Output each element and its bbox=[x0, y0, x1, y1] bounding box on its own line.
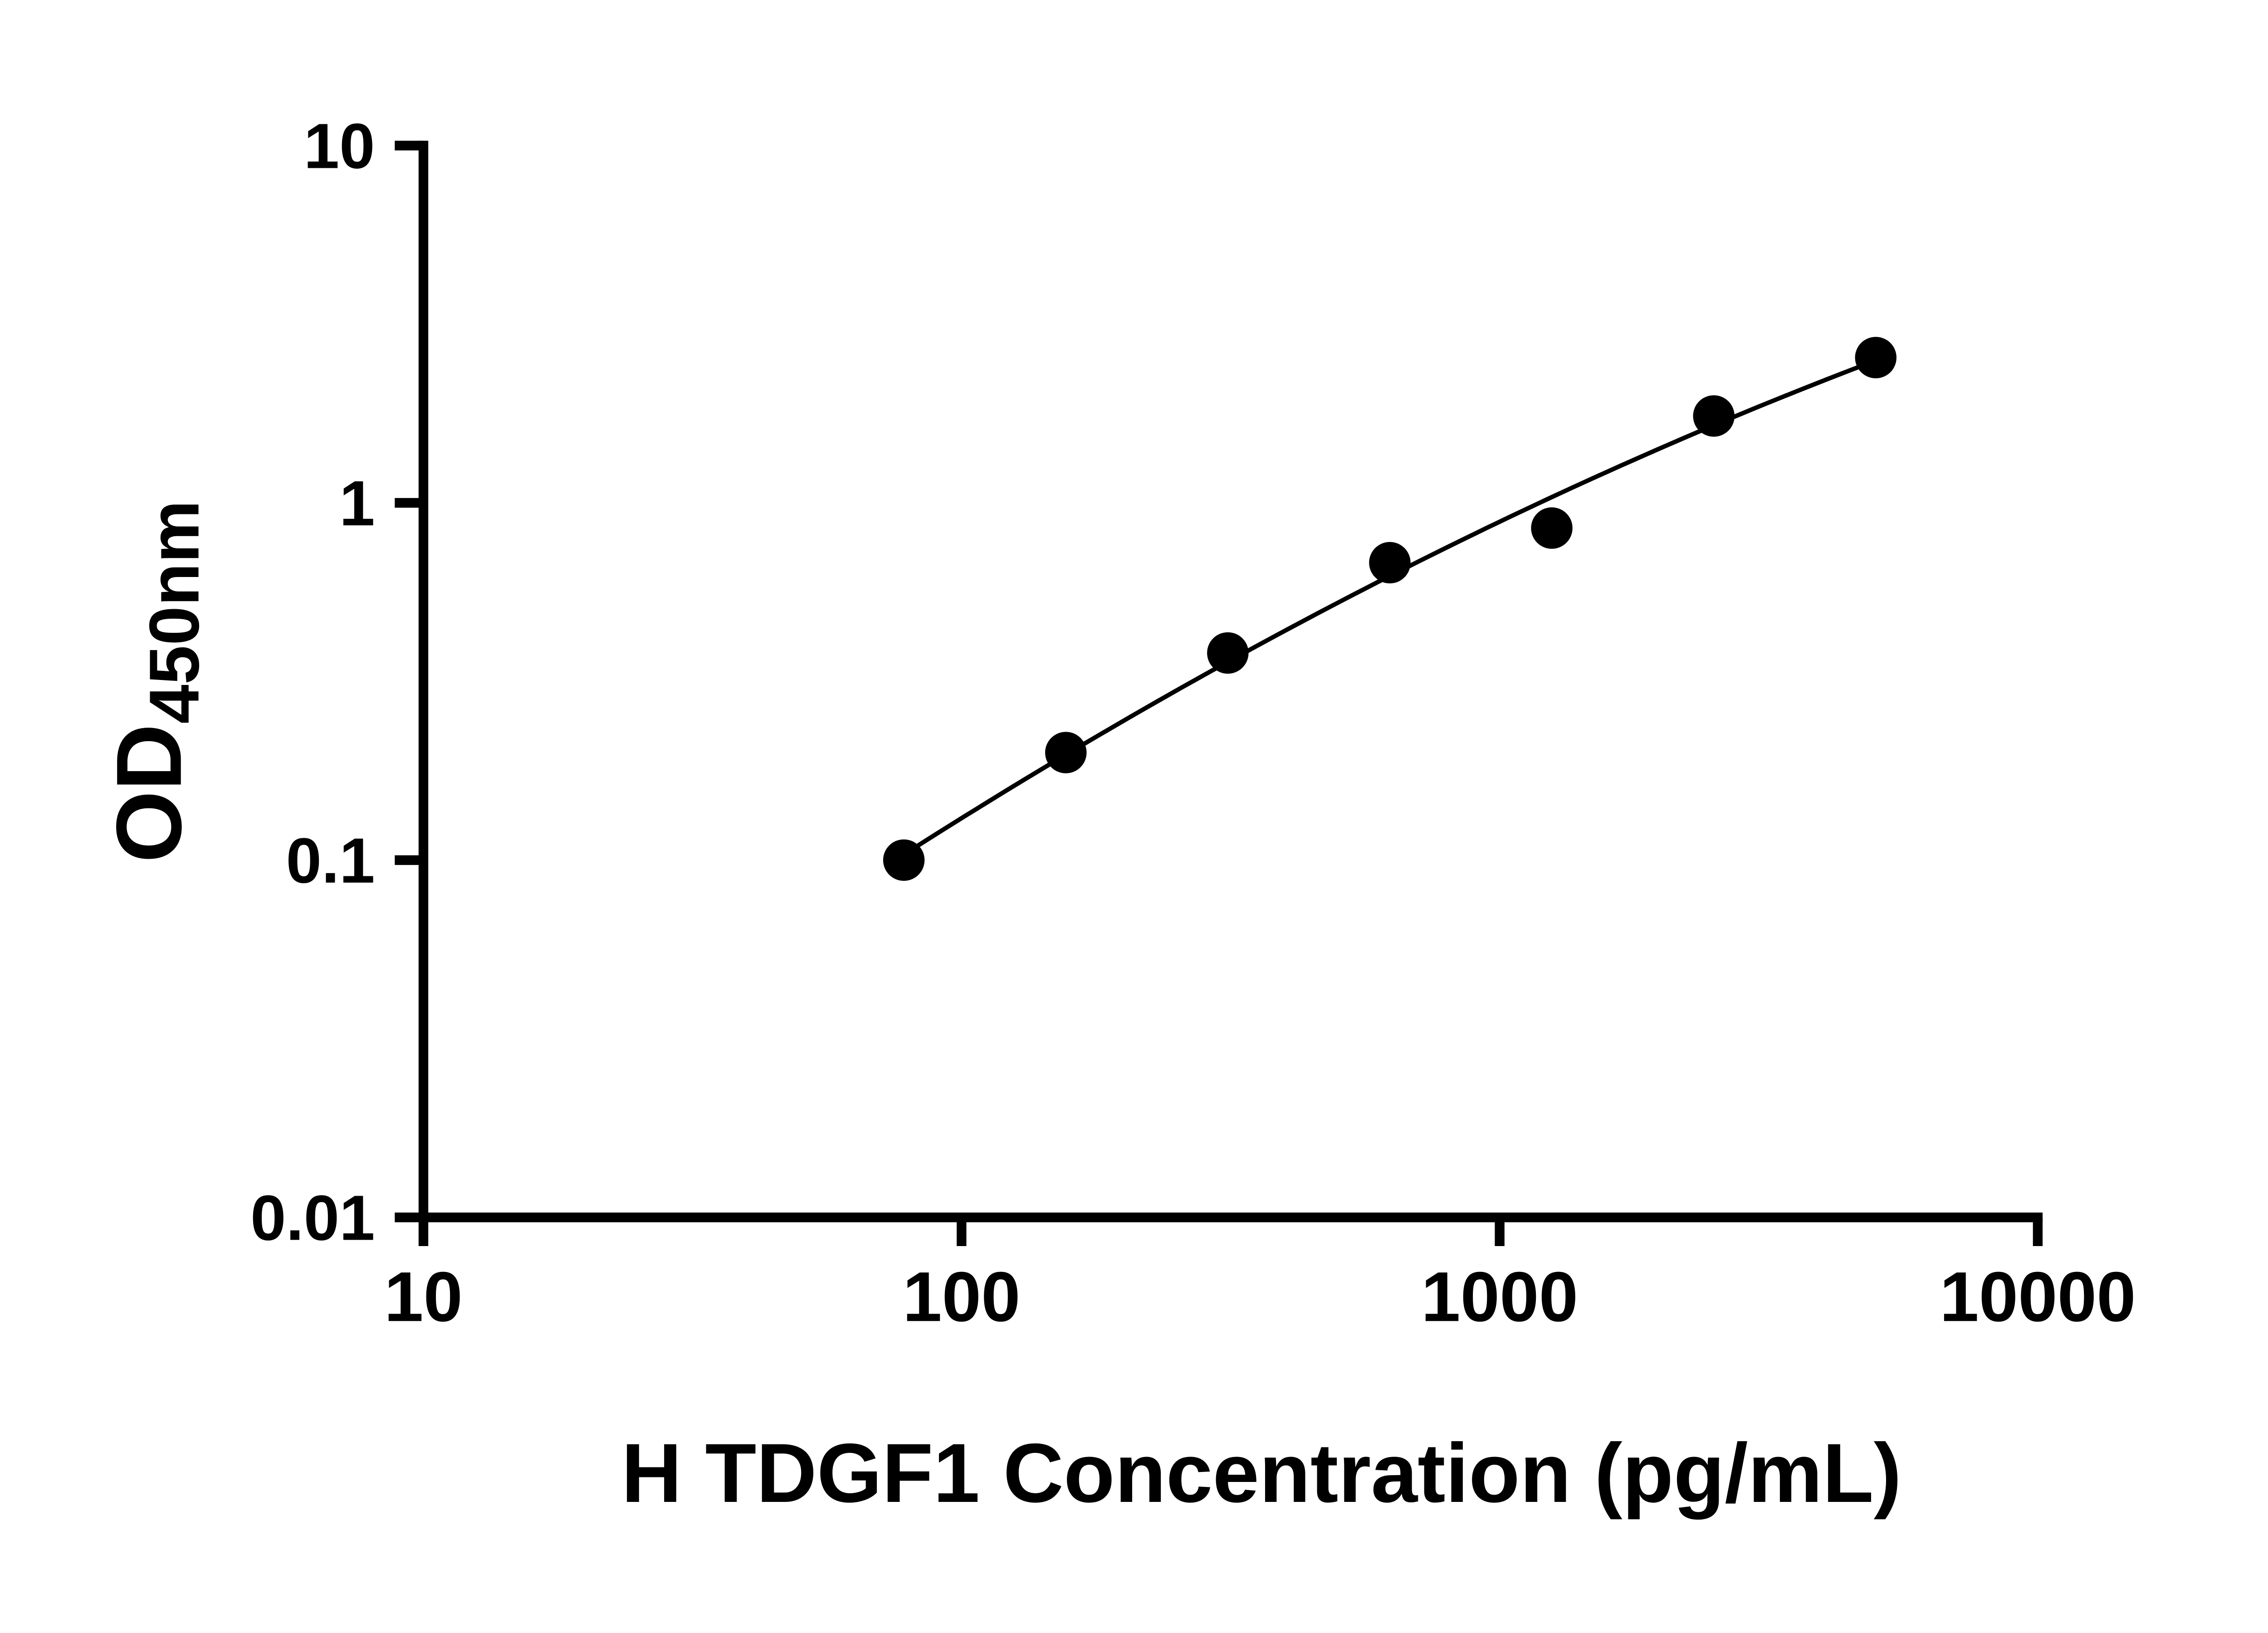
y-tick-label: 0.1 bbox=[286, 825, 375, 896]
data-point bbox=[1369, 542, 1411, 584]
y-axis-title-subscript: 450nm bbox=[135, 500, 214, 724]
x-tick-label: 10000 bbox=[1940, 1257, 2136, 1336]
x-tick-label: 1000 bbox=[1421, 1257, 1578, 1336]
y-axis-title: OD450nm bbox=[98, 500, 214, 863]
series-plot bbox=[883, 337, 1897, 881]
data-point bbox=[1855, 337, 1897, 379]
data-point bbox=[1207, 632, 1249, 674]
data-point bbox=[1531, 507, 1573, 549]
y-tick-label: 10 bbox=[304, 110, 375, 181]
elisa-standard-curve-chart: 10 1 0.1 0.01 10 100 1000 10000 H TDGF1 Concent… bbox=[0, 0, 2268, 1588]
data-point bbox=[1693, 395, 1735, 437]
y-tick-label: 1 bbox=[339, 467, 375, 539]
data-point bbox=[883, 839, 925, 881]
data-point bbox=[1045, 732, 1087, 773]
y-tick-label: 0.01 bbox=[250, 1182, 375, 1253]
x-axis-title: H TDGF1 Concentration (pg/mL) bbox=[621, 1427, 1901, 1520]
chart-background bbox=[0, 0, 2268, 1588]
x-tick-label: 10 bbox=[384, 1257, 463, 1336]
x-tick-label: 100 bbox=[903, 1257, 1021, 1336]
y-axis-title-main: OD bbox=[98, 724, 201, 863]
